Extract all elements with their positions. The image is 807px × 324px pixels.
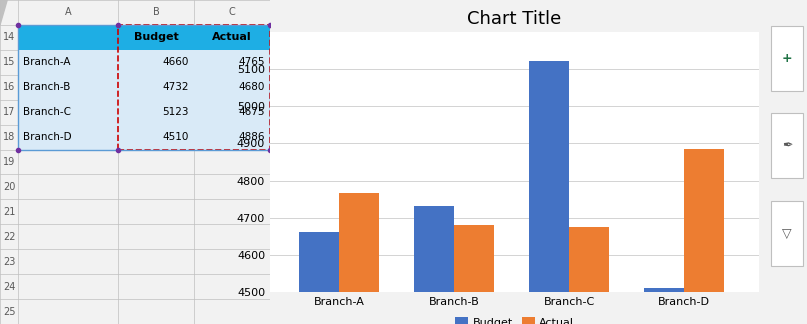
Bar [0, 174, 18, 199]
Bar [0, 100, 18, 125]
Text: 4886: 4886 [238, 132, 265, 142]
Bar [118, 25, 194, 50]
Bar [118, 75, 194, 100]
Bar [0, 25, 18, 50]
Text: Budget: Budget [134, 32, 178, 42]
Text: 23: 23 [2, 257, 15, 267]
Text: 4675: 4675 [238, 107, 265, 117]
Text: 4680: 4680 [238, 82, 265, 92]
Polygon shape [0, 0, 7, 25]
Bar [644, 288, 684, 324]
Text: 15: 15 [2, 57, 15, 67]
Text: 22: 22 [2, 232, 15, 242]
Bar [118, 50, 194, 75]
Text: 21: 21 [2, 207, 15, 217]
Bar [18, 25, 270, 150]
Bar [771, 201, 803, 266]
Text: 4732: 4732 [162, 82, 189, 92]
Bar [118, 125, 194, 150]
Text: 16: 16 [3, 82, 15, 92]
Bar [569, 227, 609, 324]
Bar [194, 125, 270, 150]
Bar [18, 100, 118, 125]
Bar [0, 199, 18, 224]
Text: 25: 25 [2, 307, 15, 317]
Text: C: C [228, 7, 236, 17]
Bar [194, 100, 270, 125]
Text: Branch-A: Branch-A [23, 57, 71, 67]
Bar [18, 125, 118, 150]
Text: 20: 20 [2, 182, 15, 192]
Bar [529, 61, 569, 324]
Text: Actual: Actual [212, 32, 252, 42]
Bar [194, 75, 270, 100]
Text: 18: 18 [3, 132, 15, 142]
Bar [0, 150, 18, 174]
Text: Branch-D: Branch-D [23, 132, 72, 142]
Text: A: A [65, 7, 71, 17]
Bar [18, 25, 118, 50]
Bar [0, 224, 18, 249]
Bar [0, 125, 18, 150]
Text: B: B [153, 7, 159, 17]
Title: Chart Title: Chart Title [467, 10, 562, 28]
Text: 4765: 4765 [238, 57, 265, 67]
Bar [18, 50, 118, 75]
Bar [0, 50, 18, 75]
Text: Branch-B: Branch-B [23, 82, 71, 92]
Text: 4510: 4510 [162, 132, 189, 142]
Bar [454, 225, 495, 324]
Bar [0, 299, 18, 324]
Bar [414, 206, 454, 324]
Text: ✒: ✒ [782, 139, 792, 152]
Bar [18, 75, 118, 100]
Text: 19: 19 [3, 157, 15, 167]
Text: +: + [782, 52, 792, 65]
Legend: Budget, Actual: Budget, Actual [450, 313, 579, 324]
Text: ▽: ▽ [782, 227, 792, 240]
Bar [0, 249, 18, 274]
Bar [771, 26, 803, 91]
Bar [339, 193, 379, 324]
Bar [118, 100, 194, 125]
Bar [684, 149, 725, 324]
Bar [0, 274, 18, 299]
Bar [118, 25, 270, 150]
Bar [0, 0, 270, 25]
Bar [194, 25, 270, 50]
Bar [299, 232, 339, 324]
Bar [771, 113, 803, 178]
Text: 24: 24 [2, 282, 15, 292]
Text: 14: 14 [3, 32, 15, 42]
Text: 4660: 4660 [162, 57, 189, 67]
Bar [194, 50, 270, 75]
Text: 5123: 5123 [162, 107, 189, 117]
Text: Branch-C: Branch-C [23, 107, 71, 117]
Bar [0, 75, 18, 100]
Text: 17: 17 [2, 107, 15, 117]
